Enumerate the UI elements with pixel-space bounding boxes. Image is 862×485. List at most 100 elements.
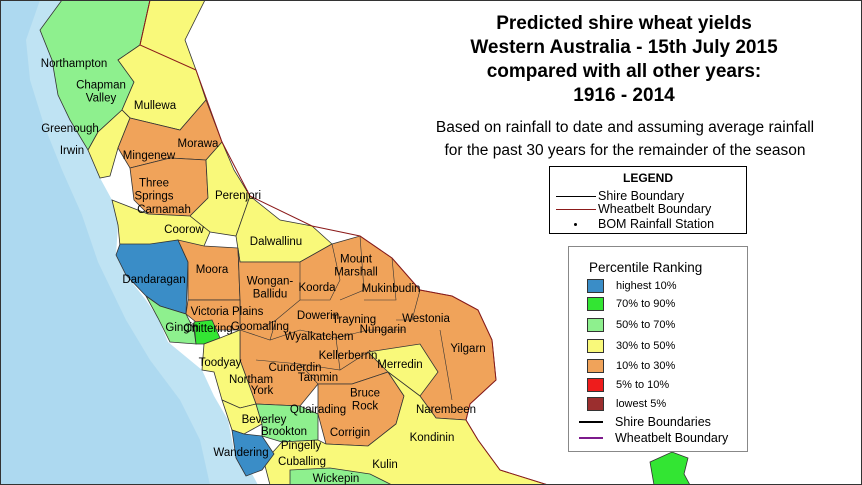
title-line: Predicted shire wheat yields (496, 13, 752, 34)
label-mullewa: Mullewa (133, 99, 177, 112)
label-corrigin: Corrigin (329, 426, 371, 439)
label-morawa: Morawa (177, 137, 219, 150)
label-irwin: Irwin (59, 144, 85, 157)
percentile-row: 50% to 70% (587, 318, 675, 332)
percentile-title: Percentile Ranking (589, 260, 703, 275)
percentile-label: 70% to 90% (616, 298, 676, 310)
percentile-row: 5% to 10% (587, 378, 669, 392)
label-mount-marshall: Mount Marshall (334, 253, 378, 279)
percentile-label: 50% to 70% (616, 319, 676, 331)
swatch-icon (587, 378, 604, 392)
label-dandaragan: Dandaragan (122, 273, 186, 286)
shire-boundaries (239, 235, 453, 401)
boundary-legend: LEGEND Shire Boundary Wheatbelt Boundary… (549, 166, 747, 234)
percentile-legend: Percentile Ranking highest 10% 70% to 90… (568, 246, 748, 452)
region-merredin (367, 343, 439, 397)
legend-label: Shire Boundary (598, 189, 685, 203)
label-northam: Northam (228, 373, 274, 386)
percentile-row: 10% to 30% (587, 359, 675, 373)
label-coorow: Coorow (164, 223, 204, 236)
label-trayning: Trayning (331, 313, 377, 326)
label-northampton: Northampton (40, 57, 108, 70)
label-kellerberrin: Kellerberrin (318, 349, 378, 362)
label-chapman-valley: Chapman Valley (76, 79, 126, 105)
label-goomalling: Goomalling (230, 320, 290, 333)
label-tammin: Tammin (297, 371, 339, 384)
percentile-label: 5% to 10% (616, 379, 670, 391)
region-wandering (231, 429, 275, 477)
swatch-icon (587, 297, 604, 311)
label-moora: Moora (195, 263, 229, 276)
wheatbelt-boundary-line (139, 0, 549, 485)
subtitle-line: for the past 30 years for the remainder … (444, 142, 806, 159)
wheatbelt-line-icon (556, 208, 596, 210)
region-south-green (289, 467, 393, 485)
percentile-row: 30% to 50% (587, 339, 675, 353)
label-beverley: Beverley (241, 413, 287, 426)
legend-row-station: BOM Rainfall Station (556, 217, 742, 231)
label-bruce-rock: Bruce Rock (349, 387, 381, 413)
legend-shire-boundaries: Shire Boundaries (579, 415, 711, 429)
label-chittering: Chittering (183, 322, 233, 335)
coast-shelf (0, 0, 210, 485)
subtitle-line: Based on rainfall to date and assuming a… (435, 119, 815, 136)
swatch-icon (587, 397, 604, 411)
label-wongan-ballidu: Wongan-Ballidu (246, 275, 294, 301)
region-kondinin (263, 371, 549, 485)
label-mingenew: Mingenew (122, 149, 176, 162)
percentile-row: highest 10% (587, 279, 677, 293)
label-toodyay: Toodyay (198, 356, 242, 369)
wheatbelt-boundary-line-icon (579, 437, 603, 439)
label-dowerin: Dowerin (296, 309, 340, 322)
label-cuballing: Cuballing (278, 455, 326, 468)
legend-label: Wheatbelt Boundary (598, 202, 712, 216)
percentile-label: 10% to 30% (616, 360, 676, 372)
legend-label: BOM Rainfall Station (598, 217, 715, 231)
label-victoria-plains: Victoria Plains (190, 305, 264, 318)
label-dalwallinu: Dalwallinu (249, 235, 303, 248)
label-westonia: Westonia (402, 312, 450, 325)
label-wyalkatchem: Wyalkatchem (284, 330, 354, 343)
percentile-label: lowest 5% (616, 398, 667, 410)
percentile-label: 30% to 50% (616, 340, 676, 352)
label-kulin: Kulin (372, 458, 398, 471)
swatch-icon (587, 339, 604, 353)
legend-row-shire: Shire Boundary (556, 189, 742, 203)
legend-wheatbelt-boundary: Wheatbelt Boundary (579, 431, 728, 445)
swatch-icon (587, 359, 604, 373)
map-title: Predicted shire wheat yields Western Aus… (404, 12, 844, 108)
label-nungarin: Nungarin (359, 323, 407, 336)
label-narembeen: Narembeen (415, 403, 477, 416)
percentile-label: highest 10% (616, 280, 677, 292)
title-line: 1916 - 2014 (573, 85, 675, 106)
label-yilgarn: Yilgarn (450, 342, 486, 355)
label-gingin: Gingin (165, 321, 199, 334)
label-cunderdin: Cunderdin (268, 361, 322, 374)
label-koorda: Koorda (298, 281, 336, 294)
shire-regions (39, 0, 691, 485)
label-pingelly: Pingelly (280, 439, 322, 452)
map-subtitle: Based on rainfall to date and assuming a… (395, 116, 855, 162)
region-coorow (111, 199, 211, 247)
label-greenough: Greenough (41, 122, 99, 135)
label-wandering: Wandering (213, 446, 269, 459)
label-quairading: Quairading (289, 403, 347, 416)
percentile-row: lowest 5% (587, 397, 666, 411)
label-york: York (250, 384, 274, 397)
label-kondinin: Kondinin (409, 431, 455, 444)
swatch-icon (587, 318, 604, 332)
legend-row-wheatbelt: Wheatbelt Boundary (556, 202, 742, 216)
swatch-icon (587, 279, 604, 293)
line-label: Wheatbelt Boundary (615, 431, 729, 445)
label-carnamah: Carnamah (137, 203, 191, 216)
label-merredin: Merredin (377, 358, 423, 371)
shire-boundary-line-icon (579, 421, 603, 423)
label-three-springs: Three Springs (134, 177, 174, 203)
region-east-green (649, 451, 691, 485)
label-wickepin: Wickepin (312, 472, 360, 485)
label-perenjori: Perenjori (214, 189, 262, 202)
label-mukinbudin: Mukinbudin (361, 282, 421, 295)
rainfall-station-icon (574, 222, 577, 226)
shire-line-icon (556, 195, 596, 197)
